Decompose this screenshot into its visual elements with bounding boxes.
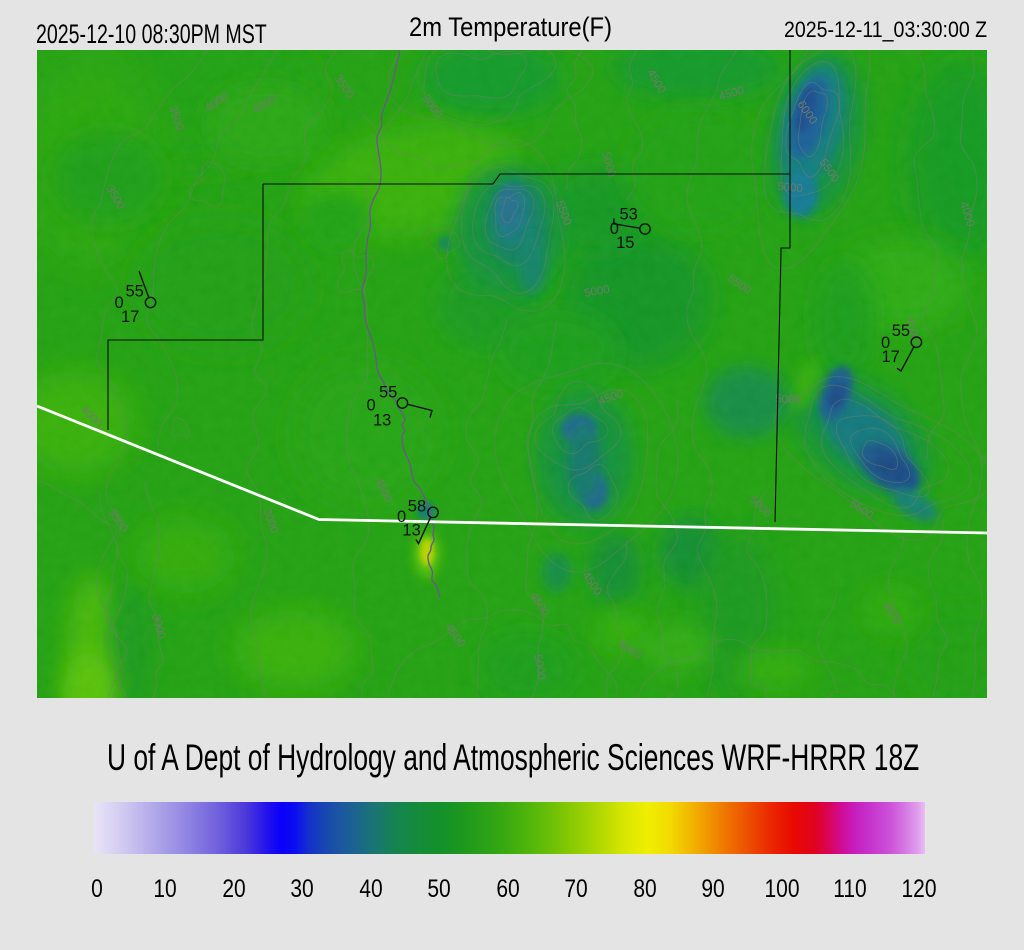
svg-text:17: 17 bbox=[121, 308, 139, 326]
svg-text:53: 53 bbox=[620, 205, 638, 223]
svg-text:5000: 5000 bbox=[775, 393, 801, 406]
svg-text:5000: 5000 bbox=[531, 653, 547, 680]
svg-text:0: 0 bbox=[367, 397, 376, 415]
svg-text:0: 0 bbox=[610, 220, 619, 238]
svg-text:13: 13 bbox=[402, 522, 420, 540]
svg-text:58: 58 bbox=[408, 497, 426, 515]
svg-text:15: 15 bbox=[616, 234, 634, 252]
svg-text:55: 55 bbox=[126, 283, 144, 301]
svg-text:17: 17 bbox=[882, 348, 900, 366]
svg-text:55: 55 bbox=[379, 384, 397, 402]
svg-text:5000: 5000 bbox=[583, 284, 610, 300]
svg-text:0: 0 bbox=[397, 508, 406, 526]
svg-text:13: 13 bbox=[373, 412, 391, 430]
svg-text:0: 0 bbox=[115, 294, 124, 312]
svg-text:0: 0 bbox=[881, 334, 890, 352]
svg-text:55: 55 bbox=[892, 322, 910, 340]
